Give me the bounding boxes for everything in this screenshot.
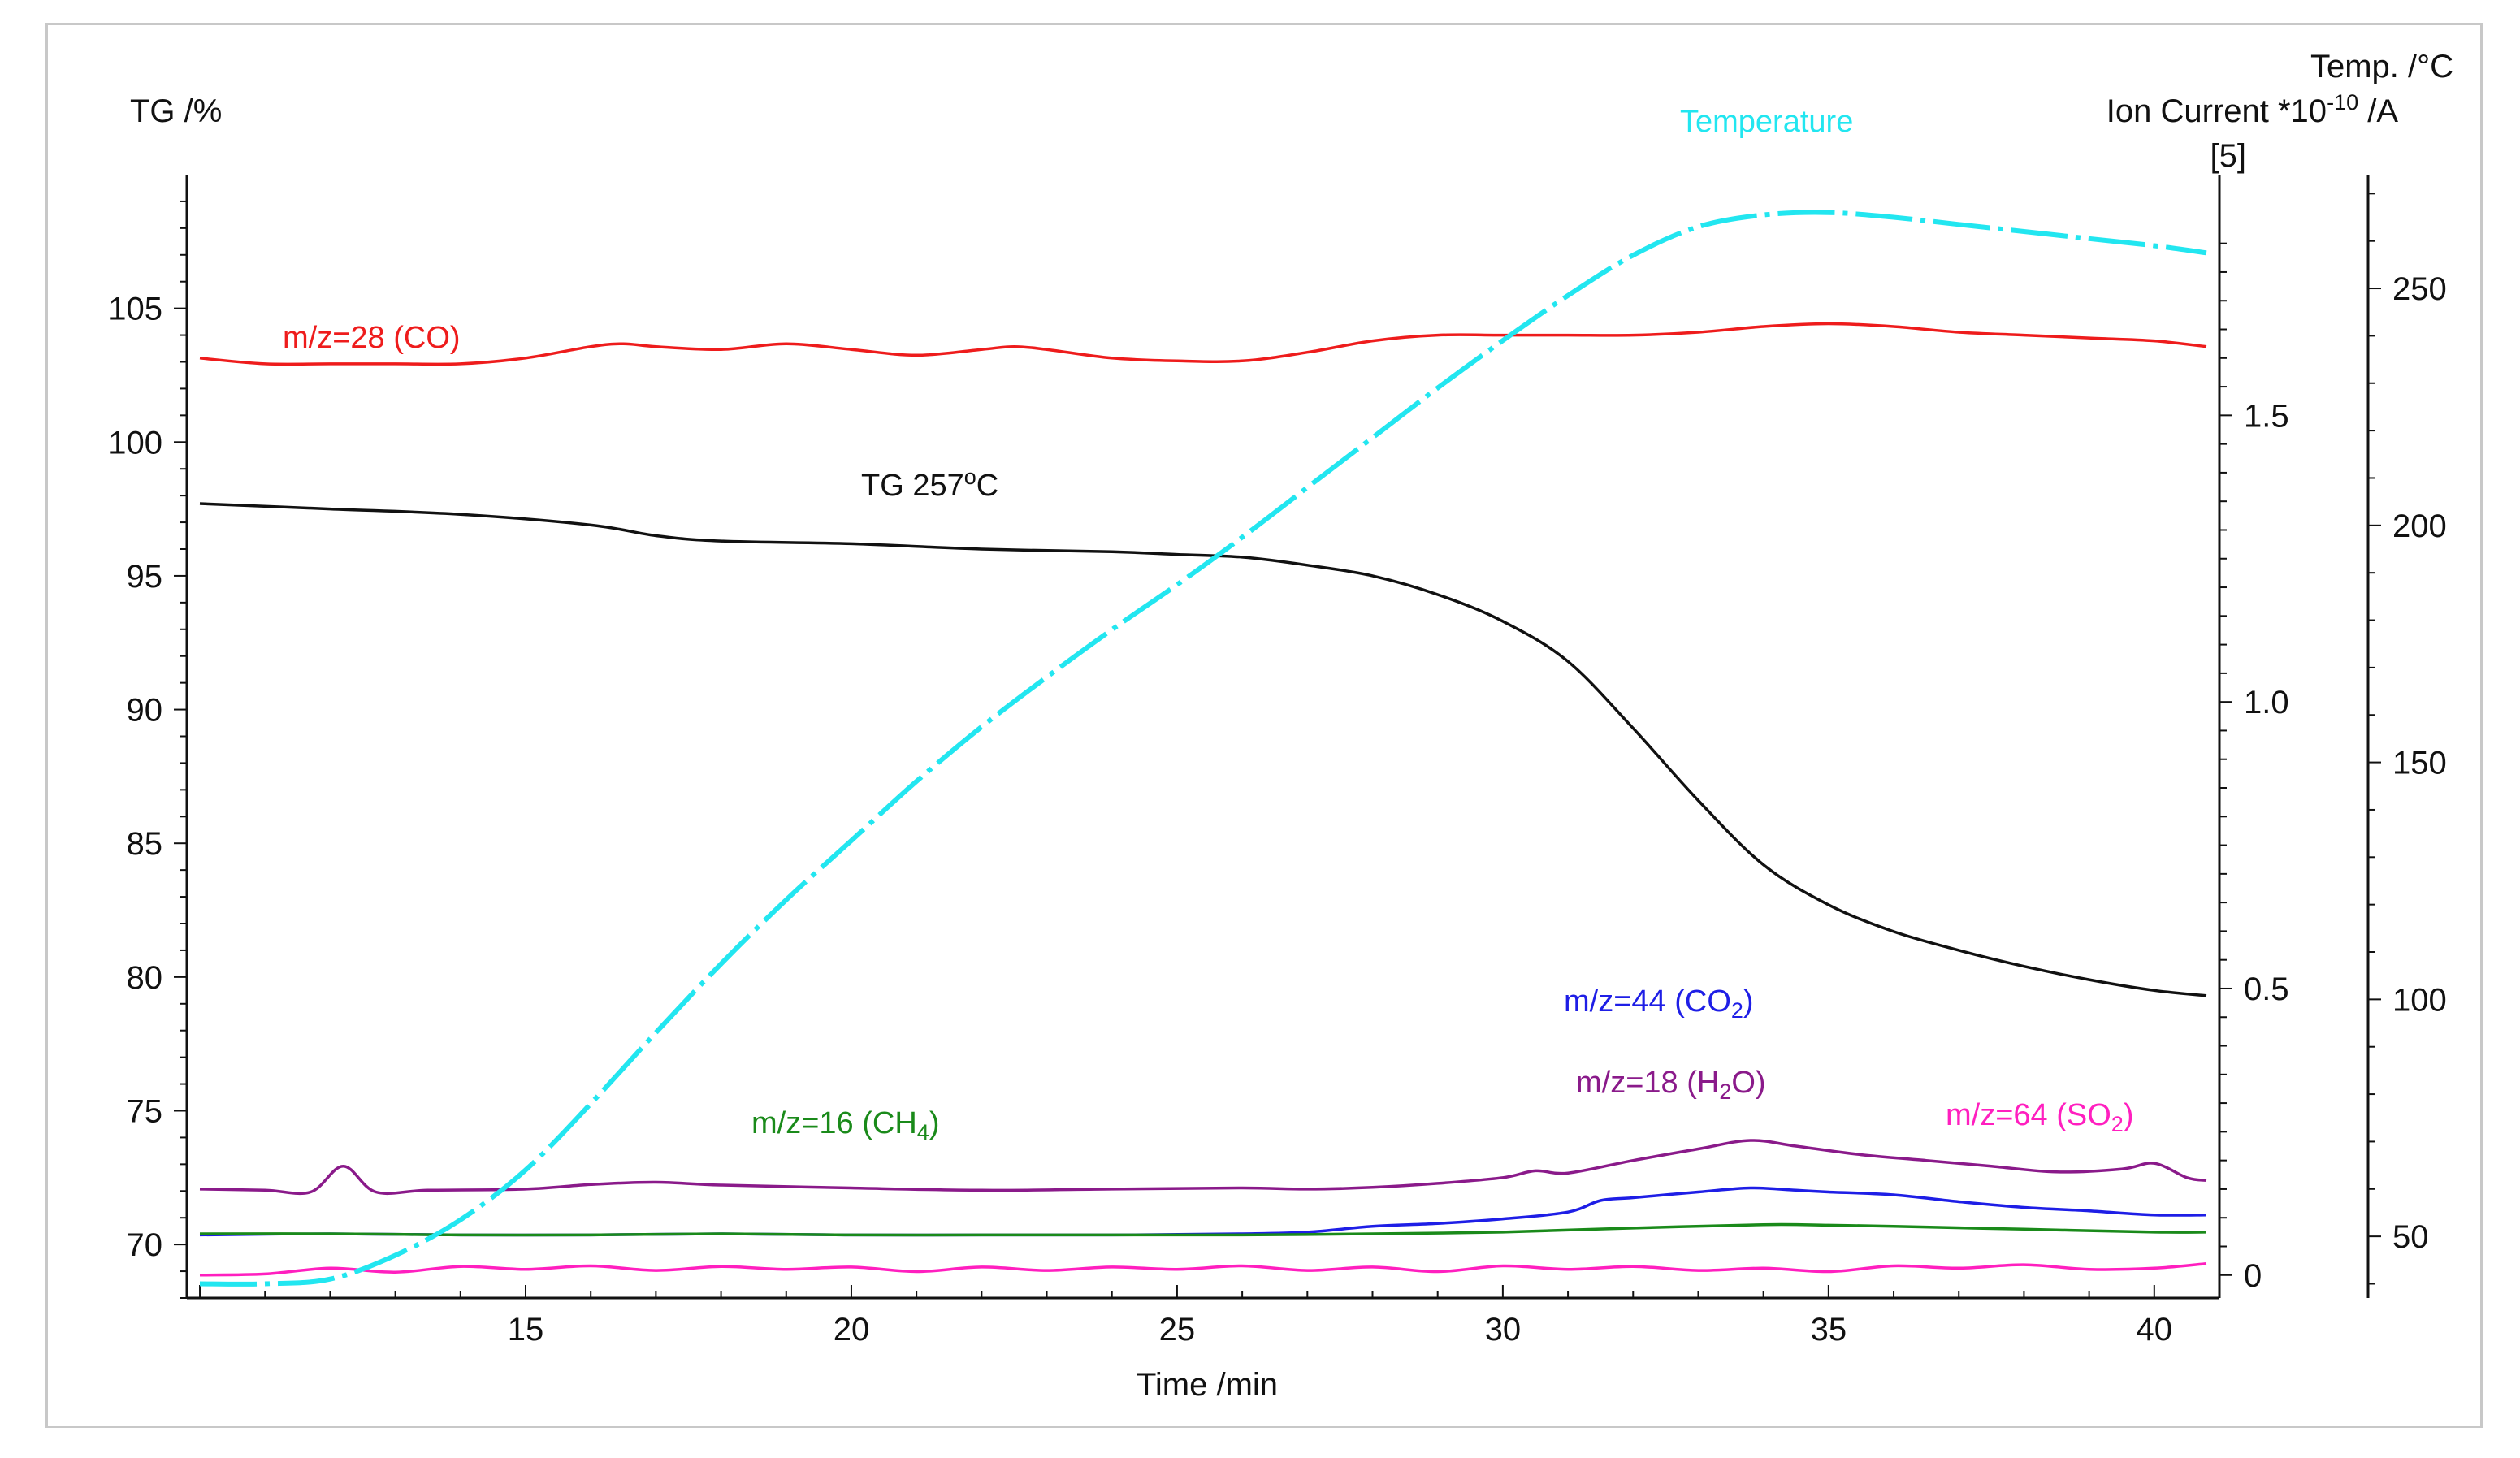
ion-tick-label: 0.5: [2244, 971, 2289, 1007]
series-label-main: m/z=64 (SO: [1946, 1098, 2111, 1132]
x-axis-title: Time /min: [1137, 1367, 1278, 1403]
x-tick-label: 15: [508, 1312, 544, 1348]
series-label-tail: ): [1743, 984, 1754, 1019]
ion-axis-title: Ion Current *10-10 /A: [2106, 90, 2399, 129]
series-label-3: m/z=44 (CO2): [1564, 984, 1754, 1023]
ion-axis-title-unit: /A: [2358, 93, 2398, 129]
tg-tick-label: 80: [127, 960, 163, 996]
series-line-4: [199, 1222, 2207, 1237]
axis-ticks: 15 20 25 30 35 40 70 75 80 85 90 95 100 105 0 0.5 1.0 1.5…: [108, 193, 2447, 1348]
x-tick-label: 30: [1485, 1312, 1522, 1348]
series-label-2: m/z=18 (H2O): [1576, 1066, 1766, 1104]
series-layer: [199, 210, 2207, 1287]
series-line-2: [199, 1139, 2207, 1196]
x-tick-label: 20: [834, 1312, 870, 1348]
series-label-sub: 2: [2111, 1112, 2124, 1136]
series-label-1: m/z=28 (CO): [283, 321, 461, 355]
series-line-6: [199, 210, 2207, 1287]
series-label-tail: ): [929, 1106, 940, 1140]
tg-tick-label: 90: [127, 693, 163, 729]
tg-tick-label: 75: [127, 1094, 163, 1130]
series-line-1: [199, 322, 2207, 366]
x-tick-label: 40: [2137, 1312, 2173, 1348]
series-label-sub: 2: [1731, 998, 1743, 1023]
series-label-tail: C: [976, 469, 998, 503]
series-label-main: Temperature: [1680, 105, 1853, 139]
ion-axis-title-main: Ion Current *10: [2106, 93, 2327, 129]
series-label-main: TG 257: [861, 469, 964, 503]
temp-tick-label: 250: [2392, 271, 2447, 307]
tg-axis-title: TG /%: [130, 93, 222, 129]
temp-tick-label: 50: [2392, 1219, 2429, 1255]
series-label-0: TG 257oC: [861, 465, 998, 503]
ion-axis-title-exp: -10: [2327, 90, 2358, 115]
chart-frame: [45, 23, 2483, 1428]
series-label-tail: O): [1731, 1066, 1765, 1100]
series-label-main: m/z=28 (CO): [283, 321, 461, 355]
series-label-main: m/z=18 (H: [1576, 1066, 1719, 1100]
tg-tick-label: 95: [127, 559, 163, 595]
series-label-6: Temperature: [1680, 105, 1853, 139]
series-line-5: [199, 1261, 2207, 1277]
series-label-sup: o: [964, 465, 976, 489]
temp-tick-label: 100: [2392, 982, 2447, 1018]
ion-tick-label: 1.5: [2244, 398, 2289, 434]
series-label-main: m/z=16 (CH: [751, 1106, 917, 1140]
temp-axis-title: Temp. /°C: [2310, 49, 2453, 84]
series-label-4: m/z=16 (CH4): [751, 1106, 939, 1144]
tg-tick-label: 85: [127, 826, 163, 862]
series-label-5: m/z=64 (SO2): [1946, 1098, 2133, 1136]
tg-tick-label: 105: [108, 292, 162, 327]
series-line-0: [199, 502, 2207, 997]
series-label-sub: 2: [1719, 1079, 1731, 1104]
ion-tick-label: 1.0: [2244, 685, 2289, 720]
tg-tick-label: 70: [127, 1227, 163, 1263]
series-label-main: m/z=44 (CO: [1564, 984, 1731, 1019]
series-label-sub: 4: [917, 1120, 929, 1144]
series-label-tail: ): [2124, 1098, 2134, 1132]
x-tick-label: 35: [1811, 1312, 1847, 1348]
x-tick-label: 25: [1159, 1312, 1196, 1348]
temp-tick-label: 200: [2392, 508, 2447, 544]
ion-tick-label: 0: [2244, 1258, 2262, 1294]
tg-tick-label: 100: [108, 425, 162, 461]
ion-scale-note: [5]: [2210, 138, 2246, 174]
temp-tick-label: 150: [2392, 746, 2447, 781]
